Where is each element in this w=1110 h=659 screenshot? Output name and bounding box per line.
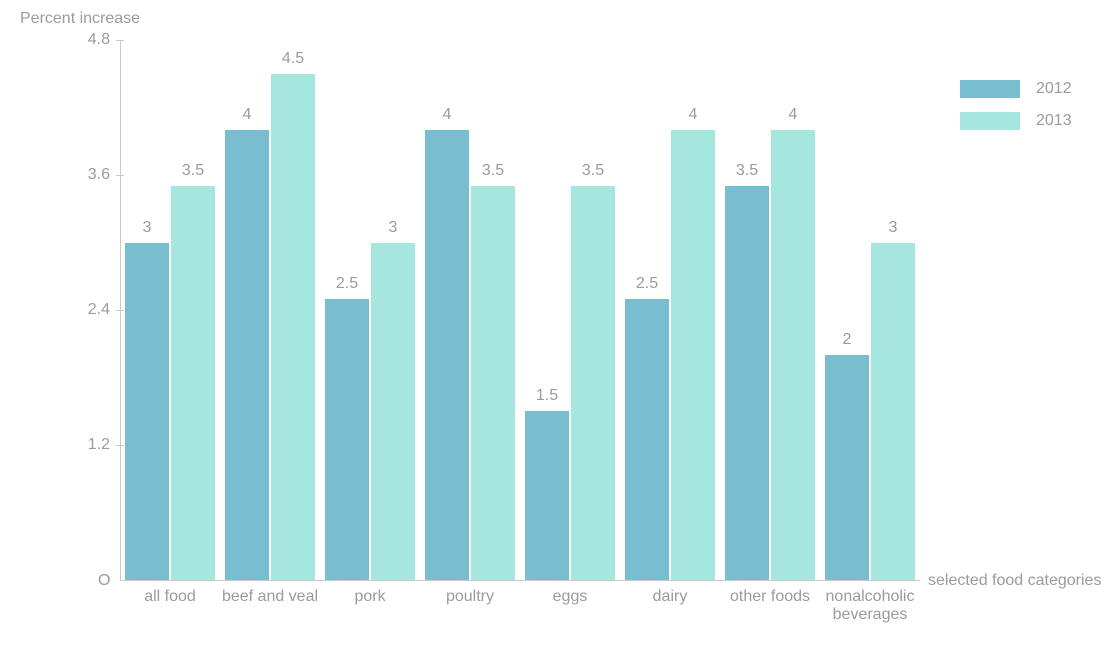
bar-value-label: 2.5 <box>636 275 658 293</box>
y-tick-label: 4.8 <box>70 31 110 49</box>
legend-swatch <box>960 80 1020 98</box>
category-label: eggs <box>520 588 620 606</box>
legend-item: 2012 <box>960 80 1072 98</box>
bar <box>571 186 615 580</box>
bar <box>825 355 869 580</box>
x-axis-title: selected food categories <box>928 572 1101 590</box>
category-label: poultry <box>420 588 520 606</box>
legend-item: 2013 <box>960 112 1072 130</box>
bar <box>271 74 315 580</box>
bar <box>425 130 469 580</box>
y-tick-label: 1.2 <box>70 436 110 454</box>
bar-chart: Percent increase O selected food categor… <box>0 0 1110 659</box>
bar <box>125 243 169 581</box>
bar-value-label: 2.5 <box>336 275 358 293</box>
bar-value-label: 4 <box>689 106 698 124</box>
category-label: beef and veal <box>220 588 320 606</box>
legend-swatch <box>960 112 1020 130</box>
bar-value-label: 4 <box>243 106 252 124</box>
category-label: other foods <box>720 588 820 606</box>
bar-value-label: 3.5 <box>736 162 758 180</box>
bar <box>171 186 215 580</box>
y-axis-title: Percent increase <box>20 10 140 28</box>
bar-value-label: 3 <box>143 219 152 237</box>
bar <box>325 299 369 580</box>
bar <box>371 243 415 581</box>
bar-value-label: 3.5 <box>182 162 204 180</box>
bar-value-label: 3 <box>389 219 398 237</box>
category-label: dairy <box>620 588 720 606</box>
origin-label: O <box>98 572 110 590</box>
legend-label: 2013 <box>1036 112 1072 130</box>
y-tick-label: 2.4 <box>70 301 110 319</box>
bar <box>771 130 815 580</box>
plot-area: 3 3.5 4 4.5 2.5 3 4 3.5 1.5 3.5 2.5 4 3.5 4 2 3 <box>120 40 920 580</box>
bar-value-label: 2 <box>843 331 852 349</box>
bar <box>725 186 769 580</box>
legend: 2012 2013 <box>960 80 1072 144</box>
bar <box>525 411 569 580</box>
bar-value-label: 4.5 <box>282 50 304 68</box>
category-label: nonalcoholicbeverages <box>820 588 920 625</box>
y-tick-label: 3.6 <box>70 166 110 184</box>
bar-value-label: 3 <box>889 219 898 237</box>
bar-value-label: 4 <box>443 106 452 124</box>
category-label: pork <box>320 588 420 606</box>
bar <box>671 130 715 580</box>
bar-value-label: 3.5 <box>582 162 604 180</box>
category-label: all food <box>120 588 220 606</box>
x-axis-line <box>120 580 920 581</box>
legend-label: 2012 <box>1036 80 1072 98</box>
bar-value-label: 1.5 <box>536 387 558 405</box>
bar <box>225 130 269 580</box>
bar <box>871 243 915 581</box>
bar <box>471 186 515 580</box>
bar <box>625 299 669 580</box>
bar-value-label: 3.5 <box>482 162 504 180</box>
bar-value-label: 4 <box>789 106 798 124</box>
